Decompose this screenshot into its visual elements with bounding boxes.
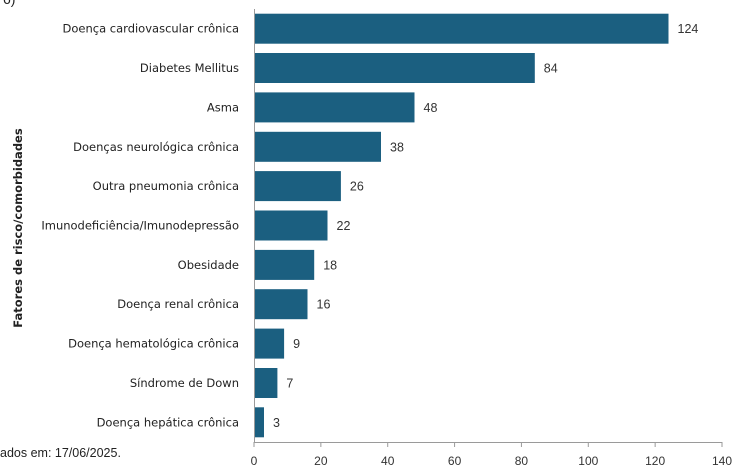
y-axis-title: Fatores de risco/comorbidades — [11, 128, 25, 328]
bars-group — [254, 13, 669, 438]
category-label: Doenças neurológica crônica — [73, 140, 239, 154]
bar-2 — [254, 92, 415, 123]
x-tick-label: 100 — [578, 454, 598, 468]
x-tick-label: 140 — [712, 454, 732, 468]
x-tick-label: 80 — [515, 454, 529, 468]
x-tick-label: 60 — [448, 454, 462, 468]
bar-value-label: 22 — [337, 219, 351, 233]
bar-6 — [254, 249, 315, 280]
bar-value-label: 9 — [293, 337, 300, 351]
bar-3 — [254, 131, 381, 162]
category-label: Doença hepática crônica — [97, 415, 239, 429]
source-footnote: ados em: 17/06/2025. — [0, 446, 121, 460]
category-label: Imunodeficiência/Imunodepressão — [41, 219, 239, 233]
bar-10 — [254, 407, 264, 438]
x-axis-ticks: 0 20 40 60 80 100 120 140 — [251, 442, 732, 468]
bar-1 — [254, 53, 535, 83]
bar-value-label: 124 — [678, 22, 699, 36]
x-tick-label: 40 — [381, 454, 395, 468]
bar-value-label: 38 — [390, 140, 404, 154]
category-label: Asma — [207, 100, 239, 114]
category-label: Outra pneumonia crônica — [93, 179, 239, 193]
bar-5 — [254, 210, 328, 241]
bar-0 — [254, 13, 669, 44]
bar-value-label: 3 — [273, 416, 280, 430]
category-labels-group: Doença cardiovascular crônica Diabetes Me… — [41, 22, 239, 430]
category-label: Doença cardiovascular crônica — [63, 22, 239, 36]
x-tick-label: 0 — [251, 454, 258, 468]
bar-value-label: 7 — [286, 377, 293, 391]
bar-value-label: 26 — [350, 180, 364, 194]
bar-value-label: 16 — [317, 298, 331, 312]
bar-7 — [254, 289, 308, 320]
bar-4 — [254, 171, 341, 202]
category-label: Síndrome de Down — [130, 376, 239, 390]
x-tick-label: 20 — [314, 454, 328, 468]
category-label: Doença renal crônica — [117, 297, 239, 311]
bar-8 — [254, 328, 285, 359]
value-labels-group: 124 84 48 38 26 22 18 16 9 7 3 — [273, 22, 698, 430]
category-label: Obesidade — [178, 258, 239, 272]
x-tick-label: 120 — [645, 454, 665, 468]
category-label: Diabetes Mellitus — [140, 61, 239, 75]
bar-value-label: 84 — [544, 62, 558, 76]
bar-9 — [254, 368, 278, 398]
bar-value-label: 18 — [323, 258, 337, 272]
bar-value-label: 48 — [424, 101, 438, 115]
figure-number-fragment: 6) — [3, 0, 15, 7]
category-label: Doença hematológica crônica — [68, 337, 239, 351]
